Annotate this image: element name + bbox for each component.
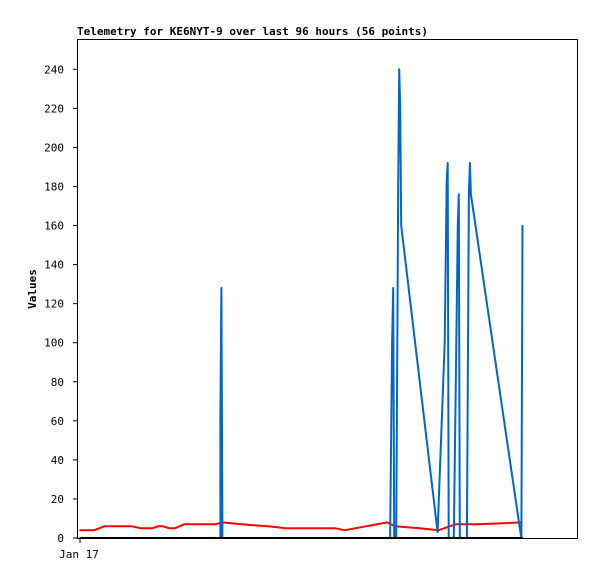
- y-tick-label: 180: [44, 180, 64, 193]
- plot-area: [77, 39, 578, 539]
- data-point: [174, 527, 176, 530]
- x-axis-ticks: Jan 17: [59, 538, 99, 561]
- data-point: [156, 525, 159, 528]
- data-point: [220, 287, 223, 289]
- data-point: [79, 529, 81, 531]
- data-point: [457, 224, 459, 227]
- y-tick-label: 160: [44, 220, 64, 233]
- data-point: [391, 341, 393, 344]
- data-point: [93, 529, 95, 531]
- y-tick-label: 140: [44, 259, 64, 272]
- y-tick-label: 0: [57, 532, 64, 545]
- y-tick-label: 20: [51, 493, 64, 506]
- data-point: [454, 523, 457, 526]
- data-point: [521, 537, 524, 539]
- data-point: [151, 527, 154, 530]
- y-tick-label: 60: [51, 415, 64, 428]
- data-point: [458, 193, 460, 196]
- data-point: [162, 525, 164, 528]
- data-point: [446, 162, 449, 164]
- data-point: [418, 527, 421, 530]
- data-point: [475, 523, 477, 526]
- data-point: [285, 527, 287, 530]
- data-point: [214, 523, 217, 526]
- data-point: [168, 527, 170, 530]
- data-point: [79, 537, 81, 539]
- data-point: [436, 531, 439, 533]
- data-point: [400, 224, 403, 227]
- data-point: [386, 521, 388, 524]
- y-tick-label: 200: [44, 141, 64, 154]
- y-tick-label: 120: [44, 298, 64, 311]
- y-tick-label: 220: [44, 102, 64, 115]
- data-point: [468, 193, 470, 196]
- data-point: [397, 185, 400, 188]
- series-layer: [79, 68, 524, 539]
- data-point: [130, 525, 133, 528]
- data-point: [470, 193, 472, 196]
- data-point: [469, 162, 471, 164]
- data-point: [392, 287, 394, 289]
- data-point: [333, 527, 336, 530]
- series-2: [79, 537, 524, 539]
- y-axis-ticks: 0 20 40 60 80 100 120 140 160 180 200 220 240: [44, 63, 78, 545]
- data-point: [139, 527, 142, 530]
- data-point: [365, 525, 367, 528]
- data-point: [399, 107, 402, 110]
- data-point: [103, 525, 106, 528]
- y-tick-label: 100: [44, 337, 64, 350]
- y-tick-label: 40: [51, 454, 64, 467]
- data-point: [240, 523, 243, 526]
- data-point: [398, 68, 401, 71]
- data-point: [267, 525, 269, 528]
- series-0: [79, 521, 523, 532]
- y-tick-label: 80: [51, 376, 64, 389]
- y-axis-label: Values: [26, 269, 39, 309]
- data-point: [443, 341, 446, 344]
- data-point: [183, 523, 185, 526]
- data-point: [219, 412, 222, 414]
- data-point: [445, 179, 448, 182]
- data-point: [519, 531, 522, 533]
- data-point: [343, 529, 346, 531]
- y-tick-label: 240: [44, 63, 64, 76]
- x-tick-label: Jan 17: [59, 548, 99, 561]
- data-point: [521, 224, 524, 227]
- data-point: [499, 522, 502, 525]
- chart-title: Telemetry for KE6NYT-9 over last 96 hour…: [77, 25, 428, 38]
